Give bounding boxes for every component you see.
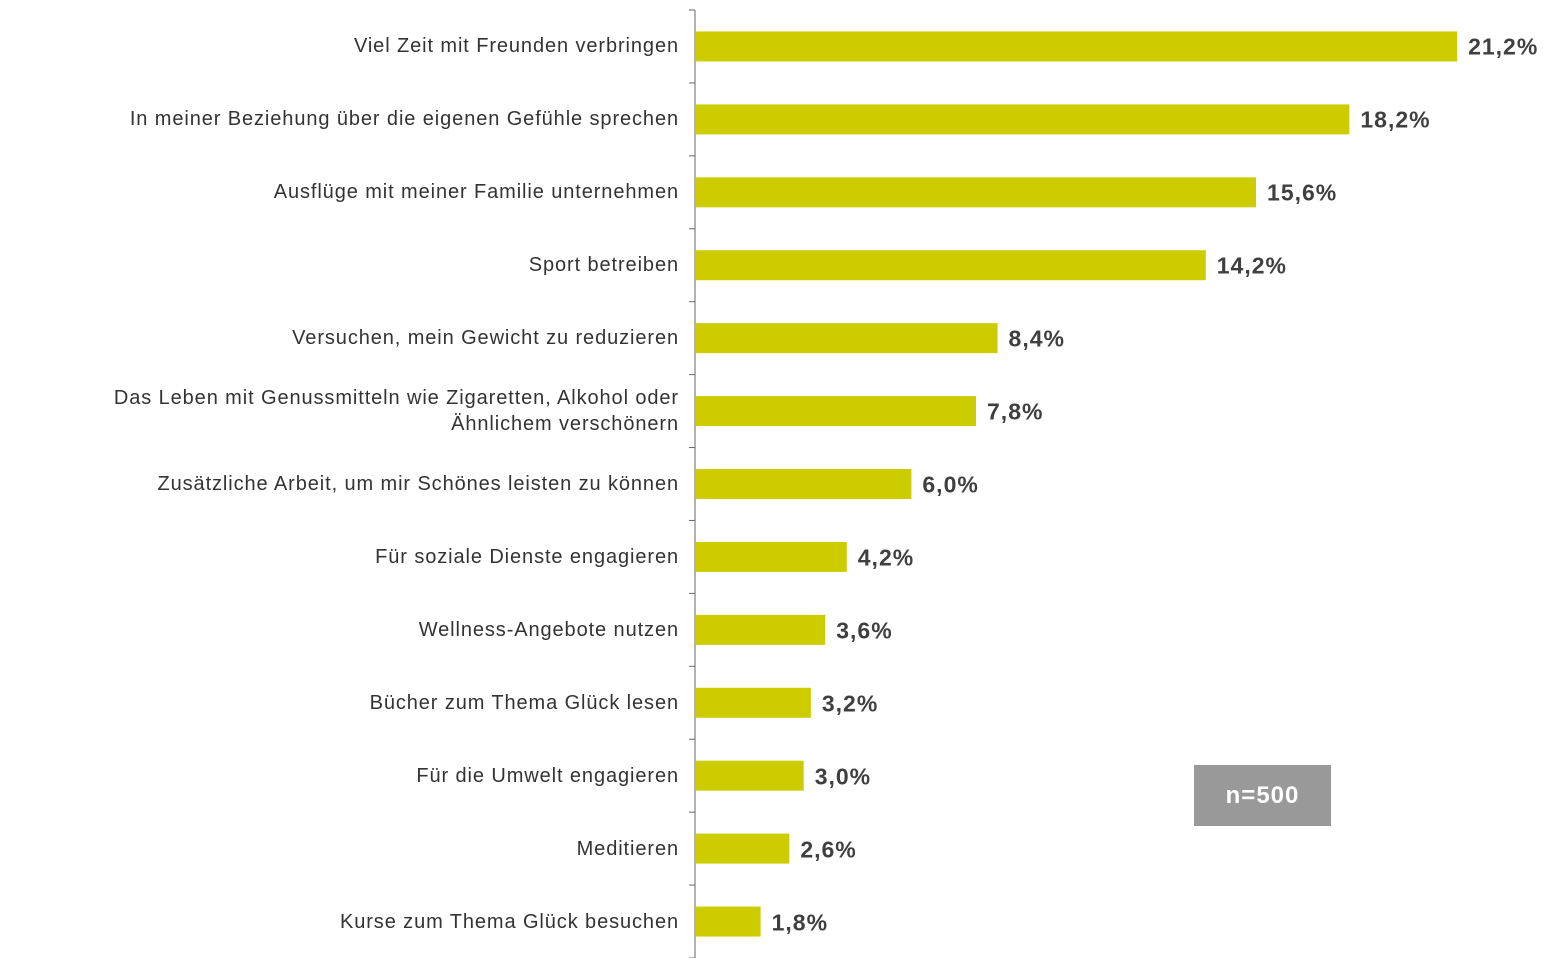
value-label: 14,2%	[1216, 252, 1287, 279]
category-label: Wellness-Angebote nutzen	[418, 618, 679, 641]
category-label: In meiner Beziehung über die eigenen Gef…	[129, 108, 679, 131]
value-label: 2,6%	[800, 836, 857, 863]
value-label: 7,8%	[987, 398, 1044, 425]
category-label: Viel Zeit mit Freunden verbringen	[353, 35, 679, 58]
bar	[696, 833, 790, 864]
bar	[696, 104, 1350, 135]
sample-size-note: n=500	[1194, 765, 1331, 826]
value-label: 8,4%	[1008, 325, 1065, 352]
category-label: Das Leben mit Genussmitteln wie Zigarett…	[113, 387, 679, 436]
value-label: 1,8%	[771, 909, 829, 936]
bar	[696, 469, 912, 499]
category-label: Für soziale Dienste engagieren	[375, 545, 679, 568]
bar	[696, 177, 1257, 208]
value-label: 3,0%	[814, 763, 872, 790]
value-label: 3,2%	[821, 690, 879, 717]
bar	[696, 541, 847, 572]
value-label: 6,0%	[922, 471, 979, 498]
category-label: Bücher zum Thema Glück lesen	[369, 691, 679, 714]
value-label: 4,2%	[857, 544, 915, 571]
value-label: 15,6%	[1267, 179, 1338, 206]
bar	[696, 906, 761, 937]
category-label: Meditieren	[576, 837, 679, 860]
category-label: Ausflüge mit meiner Familie unternehmen	[273, 181, 679, 204]
category-label: Versuchen, mein Gewicht zu reduzieren	[292, 327, 679, 350]
category-label: Zusätzliche Arbeit, um mir Schönes leist…	[157, 473, 679, 495]
bar	[696, 614, 826, 645]
value-label: 18,2%	[1360, 106, 1431, 133]
value-label: 3,6%	[836, 617, 893, 644]
category-label: Kurse zum Thema Glück besuchen	[339, 910, 679, 933]
bar	[696, 760, 804, 791]
category-label: Sport betreiben	[528, 254, 679, 277]
value-label: 21,2%	[1468, 33, 1539, 60]
bar	[696, 31, 1458, 62]
bar	[696, 323, 998, 354]
bar	[696, 250, 1206, 281]
category-label: Für die Umwelt engagieren	[416, 764, 679, 787]
bar	[696, 396, 977, 427]
bar	[696, 687, 811, 718]
